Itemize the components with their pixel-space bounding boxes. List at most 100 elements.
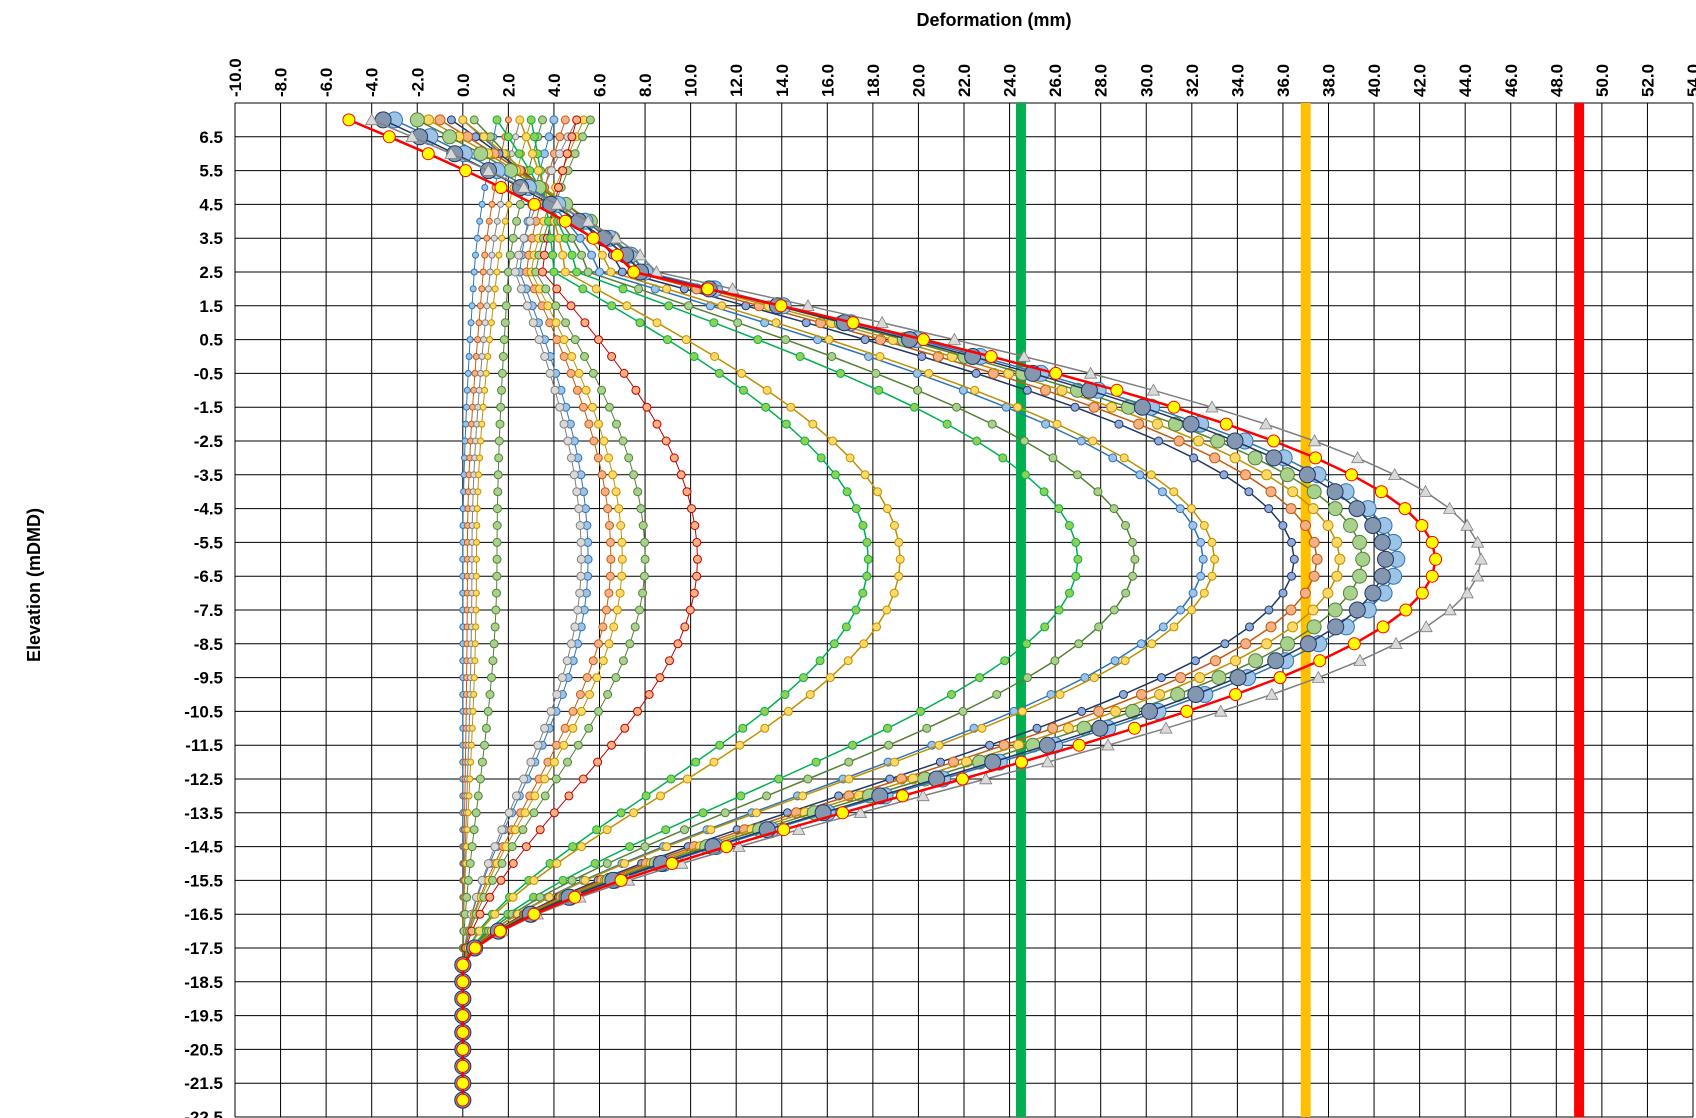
data-point bbox=[578, 774, 588, 784]
data-point bbox=[578, 284, 588, 294]
data-point bbox=[558, 875, 568, 885]
data-point bbox=[862, 571, 872, 581]
data-point bbox=[1287, 621, 1299, 633]
data-point bbox=[464, 369, 472, 377]
data-point bbox=[566, 453, 576, 463]
data-point bbox=[1188, 521, 1198, 530]
data-point bbox=[843, 656, 853, 666]
data-point bbox=[1050, 656, 1060, 666]
data-point bbox=[543, 301, 553, 311]
data-point bbox=[1055, 690, 1065, 699]
data-point bbox=[1348, 500, 1366, 518]
data-point bbox=[1299, 635, 1317, 653]
data-point bbox=[682, 774, 692, 784]
data-point bbox=[567, 233, 577, 243]
data-point bbox=[540, 352, 550, 361]
x-tick-label: 22.0 bbox=[955, 64, 974, 97]
data-point bbox=[1220, 639, 1230, 649]
data-point bbox=[578, 132, 588, 142]
data-point bbox=[1419, 620, 1433, 633]
data-point bbox=[1265, 449, 1283, 467]
data-point bbox=[611, 487, 621, 497]
data-point bbox=[483, 234, 491, 242]
data-point bbox=[538, 267, 547, 277]
data-point bbox=[1306, 619, 1322, 635]
data-point bbox=[1065, 588, 1074, 598]
data-point bbox=[1196, 571, 1206, 581]
data-point bbox=[568, 890, 582, 904]
data-point bbox=[549, 757, 559, 767]
data-point bbox=[459, 164, 473, 178]
x-tick-label: 18.0 bbox=[864, 64, 883, 97]
data-point bbox=[1300, 520, 1311, 531]
data-point bbox=[485, 892, 495, 902]
data-point bbox=[1072, 738, 1086, 752]
data-point bbox=[1240, 469, 1251, 481]
y-tick-label: -22.5 bbox=[184, 1108, 223, 1118]
data-point bbox=[1022, 385, 1032, 395]
data-point bbox=[652, 318, 662, 328]
data-point bbox=[502, 284, 512, 294]
data-point bbox=[692, 537, 702, 547]
y-tick-label: -4.5 bbox=[194, 500, 223, 519]
data-point bbox=[560, 267, 570, 277]
y-tick-label: -18.5 bbox=[184, 973, 223, 992]
y-tick-label: -3.5 bbox=[194, 466, 223, 485]
data-point bbox=[1071, 571, 1081, 581]
data-point bbox=[609, 231, 623, 244]
data-point bbox=[622, 301, 632, 311]
data-point bbox=[342, 113, 356, 127]
x-tick-label: -6.0 bbox=[317, 68, 336, 97]
data-point bbox=[1013, 402, 1023, 412]
data-point bbox=[1350, 451, 1365, 464]
data-point bbox=[486, 268, 494, 276]
data-point bbox=[472, 606, 480, 614]
data-point bbox=[595, 267, 604, 277]
data-point bbox=[1352, 568, 1368, 584]
y-tick-label: -20.5 bbox=[184, 1040, 223, 1059]
data-point bbox=[497, 825, 507, 835]
data-point bbox=[916, 706, 926, 716]
data-point bbox=[456, 1026, 470, 1039]
data-point bbox=[781, 419, 791, 429]
data-point bbox=[481, 723, 491, 733]
data-point bbox=[530, 791, 540, 801]
data-point bbox=[640, 554, 650, 564]
x-tick-label: 30.0 bbox=[1137, 64, 1156, 97]
y-tick-label: -0.5 bbox=[194, 364, 223, 383]
data-point bbox=[1199, 588, 1209, 598]
x-tick-label: 24.0 bbox=[1001, 64, 1020, 97]
data-point bbox=[1089, 673, 1099, 683]
data-point bbox=[471, 657, 479, 665]
x-tick-label: 44.0 bbox=[1456, 64, 1475, 97]
data-point bbox=[1442, 501, 1457, 514]
data-point bbox=[477, 437, 485, 445]
data-point bbox=[635, 605, 644, 615]
data-point bbox=[510, 825, 520, 835]
data-point bbox=[470, 691, 478, 698]
data-point bbox=[889, 588, 899, 598]
data-point bbox=[493, 268, 501, 276]
data-point bbox=[610, 248, 624, 262]
data-point bbox=[1287, 571, 1296, 581]
data-point bbox=[1364, 517, 1382, 534]
data-point bbox=[517, 180, 531, 193]
data-point bbox=[1285, 503, 1297, 515]
data-point bbox=[1108, 453, 1118, 463]
data-point bbox=[1267, 434, 1281, 448]
data-point bbox=[625, 842, 635, 852]
data-point bbox=[761, 402, 771, 412]
data-point bbox=[971, 368, 981, 378]
data-point bbox=[801, 298, 815, 312]
data-point bbox=[475, 319, 483, 327]
data-point bbox=[1133, 418, 1145, 430]
data-point bbox=[1306, 484, 1322, 500]
data-point bbox=[872, 622, 882, 632]
data-point bbox=[598, 622, 608, 632]
data-point bbox=[503, 132, 513, 142]
data-point bbox=[576, 554, 586, 564]
data-point bbox=[1425, 569, 1439, 583]
data-point bbox=[482, 369, 490, 377]
y-tick-label: 0.5 bbox=[199, 331, 223, 350]
data-point bbox=[607, 352, 617, 361]
